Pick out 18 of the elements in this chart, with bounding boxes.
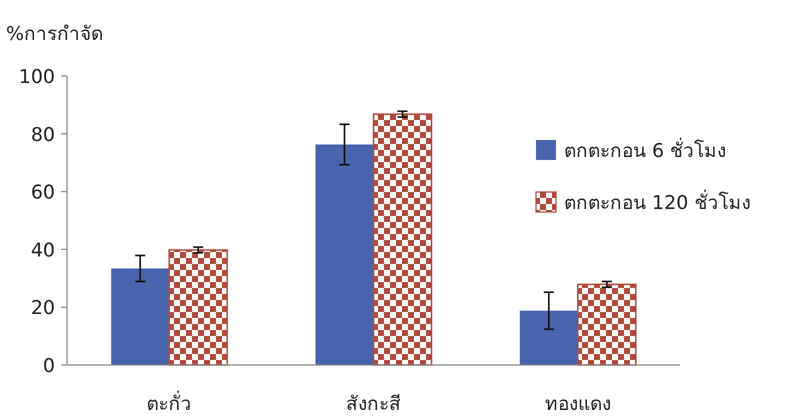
bar — [111, 268, 170, 365]
y-tick-label: 40 — [30, 239, 55, 262]
y-tick-label: 100 — [18, 66, 55, 88]
legend-label: ตกตะกอน 120 ชั่วโมง — [564, 189, 750, 214]
y-tick-label: 0 — [42, 355, 55, 377]
legend-label: ตกตะกอน 6 ชั่วโมง — [564, 137, 726, 162]
bar — [520, 310, 578, 365]
x-tick-label: ตะกั่ว — [146, 390, 192, 415]
bar — [372, 113, 432, 366]
x-tick-label: สังกะสี — [346, 393, 401, 415]
bar — [316, 144, 374, 365]
bar — [168, 249, 228, 366]
y-tick-label: 80 — [30, 124, 55, 146]
y-tick-label: 20 — [30, 297, 55, 320]
y-axis-title: %การกำจัด — [6, 23, 104, 45]
y-tick-label: 60 — [30, 182, 55, 204]
x-tick-label: ทองแดง — [544, 393, 611, 415]
bar — [577, 284, 637, 366]
